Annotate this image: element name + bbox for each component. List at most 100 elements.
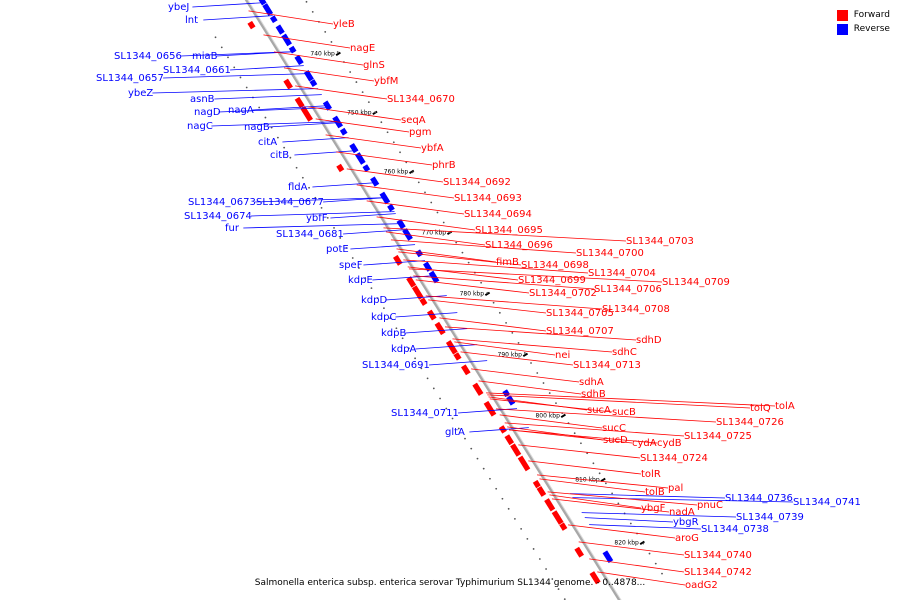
forward-gene-label: tolR: [641, 469, 661, 480]
minor-tick: [495, 487, 498, 490]
reverse-gene-leader: [581, 512, 737, 518]
reverse-gene-label: asnB: [190, 94, 215, 105]
forward-gene-label: SL1344_0725: [684, 431, 752, 442]
forward-gene-label: SL1344_0698: [521, 260, 589, 271]
minor-tick: [489, 477, 491, 480]
minor-tick: [276, 136, 279, 139]
minor-tick: [449, 231, 451, 234]
forward-gene: [335, 162, 346, 173]
reverse-gene-label: SL1344_0738: [701, 524, 769, 535]
forward-gene: [392, 254, 404, 267]
forward-gene-label: SL1344_0702: [529, 288, 597, 299]
forward-gene-leader: [460, 351, 574, 366]
forward-gene-leader: [528, 460, 642, 475]
forward-gene-label: SL1344_0740: [684, 550, 752, 561]
minor-tick: [548, 392, 551, 394]
forward-gene-leader: [486, 392, 776, 407]
forward-gene-leader: [263, 34, 351, 49]
minor-tick: [233, 66, 236, 69]
minor-tick: [314, 196, 317, 199]
scale-label: 820 kbp: [614, 540, 639, 547]
minor-tick: [536, 372, 539, 374]
forward-gene-leader: [408, 268, 663, 283]
minor-tick: [538, 558, 541, 560]
reverse-gene: [280, 32, 293, 48]
minor-tick: [457, 427, 460, 430]
scale-label: 780 kbp: [460, 291, 485, 298]
minor-tick: [654, 562, 657, 565]
forward-gene-label: pnuC: [697, 500, 723, 511]
reverse-gene-label: ybgR: [673, 517, 699, 528]
reverse-gene-label: lnt: [185, 15, 198, 26]
forward-gene-label: fimB: [496, 257, 519, 268]
forward-gene-label: yleB: [333, 19, 355, 30]
minor-tick: [507, 507, 510, 510]
forward-gene-label: nadA: [669, 507, 695, 518]
forward-gene-label: SL1344_0708: [602, 304, 670, 315]
minor-tick: [629, 522, 632, 525]
minor-tick: [245, 86, 248, 89]
reverse-gene-leader: [211, 121, 339, 127]
minor-tick: [283, 146, 286, 149]
reverse-gene: [274, 23, 286, 36]
forward-gene-leader: [536, 474, 669, 489]
forward-gene-leader: [415, 279, 530, 294]
minor-tick: [214, 36, 217, 39]
minor-tick: [617, 502, 620, 505]
forward-gene-label: ybgF: [641, 503, 666, 514]
forward-gene-label: ybfA: [421, 143, 444, 154]
scale-tick: [600, 477, 606, 483]
forward-legend-label: Forward: [853, 10, 890, 20]
minor-tick: [395, 327, 398, 330]
minor-tick: [526, 538, 529, 540]
forward-gene-leader: [346, 168, 444, 183]
forward-gene-leader: [547, 491, 698, 506]
reverse-gene-leader: [216, 51, 296, 57]
minor-tick: [258, 106, 261, 109]
forward-gene: [588, 570, 602, 586]
minor-tick: [445, 407, 448, 410]
minor-tick: [349, 71, 352, 73]
minor-tick: [580, 442, 582, 445]
forward-gene-label: SL1344_0695: [475, 225, 543, 236]
forward-gene-label: SL1344_0709: [662, 277, 730, 288]
reverse-gene-leader: [395, 312, 458, 318]
minor-tick: [532, 548, 535, 550]
minor-tick: [505, 321, 507, 324]
forward-gene-leader: [425, 295, 603, 310]
reverse-gene-leader: [312, 182, 377, 188]
scale-label: 770 kbp: [422, 230, 447, 237]
reverse-gene-label: citA: [258, 137, 277, 148]
minor-tick: [361, 91, 364, 94]
forward-gene-label: nagE: [350, 43, 375, 54]
forward-gene-leader: [578, 541, 685, 556]
scale-tick: [522, 352, 529, 358]
minor-tick: [542, 382, 545, 384]
reverse-gene-leader: [255, 197, 386, 203]
reverse-gene: [414, 248, 424, 259]
reverse-gene-label: potE: [326, 244, 349, 255]
forward-gene-label: SL1344_0699: [518, 275, 586, 286]
forward-gene-leader: [315, 118, 410, 133]
reverse-gene-leader: [429, 360, 488, 366]
reverse-gene: [339, 126, 349, 137]
reverse-gene-label: SL1344_0656: [114, 51, 182, 62]
forward-gene-leader: [504, 422, 685, 437]
forward-gene-leader: [403, 259, 589, 274]
scale-tick: [335, 51, 341, 57]
minor-tick: [426, 377, 429, 380]
minor-tick: [333, 227, 335, 229]
forward-gene: [418, 296, 429, 307]
scale-label: 790 kbp: [498, 352, 523, 359]
reverse-gene-leader: [572, 497, 794, 503]
forward-gene-leader: [385, 231, 486, 246]
forward-gene-leader: [273, 51, 364, 66]
forward-gene-leader: [383, 227, 627, 242]
forward-gene: [509, 442, 523, 458]
reverse-gene-leader: [323, 197, 386, 203]
reverse-gene-label: SL1344_0673: [188, 197, 256, 208]
reverse-gene-leader: [385, 295, 447, 301]
minor-tick: [461, 251, 464, 254]
minor-tick: [264, 116, 267, 119]
forward-gene-leader: [444, 326, 637, 341]
